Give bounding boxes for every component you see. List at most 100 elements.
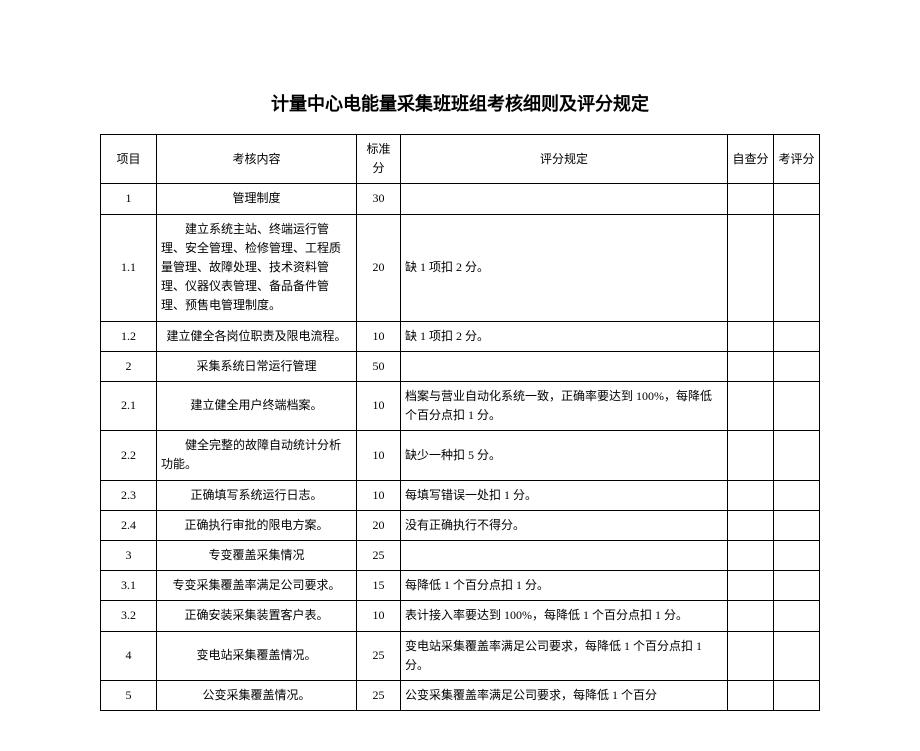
table-row: 2采集系统日常运行管理50 xyxy=(101,351,820,381)
cell-score: 30 xyxy=(357,184,401,214)
cell-eval xyxy=(774,184,820,214)
cell-item: 1.1 xyxy=(101,214,157,321)
cell-rule: 公变采集覆盖率满足公司要求，每降低 1 个百分 xyxy=(401,680,728,710)
cell-rule xyxy=(401,541,728,571)
cell-content: 健全完整的故障自动统计分析功能。 xyxy=(157,431,357,480)
table-row: 5公变采集覆盖情况。25公变采集覆盖率满足公司要求，每降低 1 个百分 xyxy=(101,680,820,710)
col-header-score: 标准分 xyxy=(357,135,401,184)
table-row: 2.3正确填写系统运行日志。10每填写错误一处扣 1 分。 xyxy=(101,480,820,510)
cell-rule xyxy=(401,351,728,381)
cell-item: 5 xyxy=(101,680,157,710)
cell-eval xyxy=(774,680,820,710)
cell-rule: 表计接入率要达到 100%，每降低 1 个百分点扣 1 分。 xyxy=(401,601,728,631)
cell-self xyxy=(728,510,774,540)
cell-self xyxy=(728,541,774,571)
col-header-content: 考核内容 xyxy=(157,135,357,184)
cell-score: 25 xyxy=(357,631,401,680)
cell-item: 3.2 xyxy=(101,601,157,631)
cell-score: 10 xyxy=(357,601,401,631)
table-header-row: 项目 考核内容 标准分 评分规定 自查分 考评分 xyxy=(101,135,820,184)
cell-self xyxy=(728,351,774,381)
cell-content: 建立系统主站、终端运行管理、安全管理、检修管理、工程质量管理、故障处理、技术资料… xyxy=(157,214,357,321)
cell-content: 管理制度 xyxy=(157,184,357,214)
cell-item: 2.1 xyxy=(101,381,157,430)
cell-eval xyxy=(774,571,820,601)
cell-item: 4 xyxy=(101,631,157,680)
cell-rule: 缺 1 项扣 2 分。 xyxy=(401,214,728,321)
cell-rule: 没有正确执行不得分。 xyxy=(401,510,728,540)
table-row: 2.1建立健全用户终端档案。10档案与营业自动化系统一致，正确率要达到 100%… xyxy=(101,381,820,430)
cell-rule xyxy=(401,184,728,214)
cell-rule: 每降低 1 个百分点扣 1 分。 xyxy=(401,571,728,601)
cell-rule: 档案与营业自动化系统一致，正确率要达到 100%，每降低个百分点扣 1 分。 xyxy=(401,381,728,430)
cell-score: 10 xyxy=(357,431,401,480)
cell-eval xyxy=(774,510,820,540)
table-row: 1.1建立系统主站、终端运行管理、安全管理、检修管理、工程质量管理、故障处理、技… xyxy=(101,214,820,321)
table-row: 4变电站采集覆盖情况。25变电站采集覆盖率满足公司要求，每降低 1 个百分点扣 … xyxy=(101,631,820,680)
col-header-rule: 评分规定 xyxy=(401,135,728,184)
cell-score: 25 xyxy=(357,680,401,710)
cell-score: 25 xyxy=(357,541,401,571)
cell-self xyxy=(728,680,774,710)
cell-content: 正确安装采集装置客户表。 xyxy=(157,601,357,631)
cell-score: 20 xyxy=(357,214,401,321)
cell-score: 10 xyxy=(357,321,401,351)
cell-rule: 缺 1 项扣 2 分。 xyxy=(401,321,728,351)
cell-self xyxy=(728,184,774,214)
table-row: 3专变覆盖采集情况25 xyxy=(101,541,820,571)
cell-eval xyxy=(774,351,820,381)
cell-score: 10 xyxy=(357,480,401,510)
cell-eval xyxy=(774,541,820,571)
cell-content: 专变覆盖采集情况 xyxy=(157,541,357,571)
table-row: 3.1专变采集覆盖率满足公司要求。15每降低 1 个百分点扣 1 分。 xyxy=(101,571,820,601)
table-row: 3.2正确安装采集装置客户表。10表计接入率要达到 100%，每降低 1 个百分… xyxy=(101,601,820,631)
cell-item: 1 xyxy=(101,184,157,214)
cell-self xyxy=(728,631,774,680)
cell-self xyxy=(728,381,774,430)
cell-content: 公变采集覆盖情况。 xyxy=(157,680,357,710)
col-header-item: 项目 xyxy=(101,135,157,184)
cell-content: 建立健全各岗位职责及限电流程。 xyxy=(157,321,357,351)
cell-eval xyxy=(774,381,820,430)
assessment-table: 项目 考核内容 标准分 评分规定 自查分 考评分 1管理制度301.1建立系统主… xyxy=(100,134,820,711)
cell-rule: 缺少一种扣 5 分。 xyxy=(401,431,728,480)
cell-item: 2.2 xyxy=(101,431,157,480)
cell-item: 3 xyxy=(101,541,157,571)
cell-self xyxy=(728,214,774,321)
col-header-self: 自查分 xyxy=(728,135,774,184)
cell-eval xyxy=(774,431,820,480)
cell-content: 正确填写系统运行日志。 xyxy=(157,480,357,510)
cell-self xyxy=(728,480,774,510)
cell-score: 10 xyxy=(357,381,401,430)
cell-content: 正确执行审批的限电方案。 xyxy=(157,510,357,540)
cell-eval xyxy=(774,631,820,680)
cell-content: 变电站采集覆盖情况。 xyxy=(157,631,357,680)
table-row: 2.2健全完整的故障自动统计分析功能。10缺少一种扣 5 分。 xyxy=(101,431,820,480)
cell-score: 50 xyxy=(357,351,401,381)
cell-eval xyxy=(774,480,820,510)
table-row: 1.2建立健全各岗位职责及限电流程。10缺 1 项扣 2 分。 xyxy=(101,321,820,351)
cell-item: 3.1 xyxy=(101,571,157,601)
cell-item: 1.2 xyxy=(101,321,157,351)
cell-eval xyxy=(774,214,820,321)
cell-eval xyxy=(774,601,820,631)
cell-eval xyxy=(774,321,820,351)
cell-self xyxy=(728,431,774,480)
cell-self xyxy=(728,571,774,601)
cell-self xyxy=(728,321,774,351)
cell-item: 2 xyxy=(101,351,157,381)
cell-rule: 变电站采集覆盖率满足公司要求，每降低 1 个百分点扣 1 分。 xyxy=(401,631,728,680)
table-row: 2.4正确执行审批的限电方案。20没有正确执行不得分。 xyxy=(101,510,820,540)
cell-score: 20 xyxy=(357,510,401,540)
cell-self xyxy=(728,601,774,631)
cell-content: 建立健全用户终端档案。 xyxy=(157,381,357,430)
cell-item: 2.3 xyxy=(101,480,157,510)
table-row: 1管理制度30 xyxy=(101,184,820,214)
cell-rule: 每填写错误一处扣 1 分。 xyxy=(401,480,728,510)
cell-content: 专变采集覆盖率满足公司要求。 xyxy=(157,571,357,601)
cell-item: 2.4 xyxy=(101,510,157,540)
cell-score: 15 xyxy=(357,571,401,601)
col-header-eval: 考评分 xyxy=(774,135,820,184)
page-title: 计量中心电能量采集班班组考核细则及评分规定 xyxy=(100,90,820,116)
cell-content: 采集系统日常运行管理 xyxy=(157,351,357,381)
